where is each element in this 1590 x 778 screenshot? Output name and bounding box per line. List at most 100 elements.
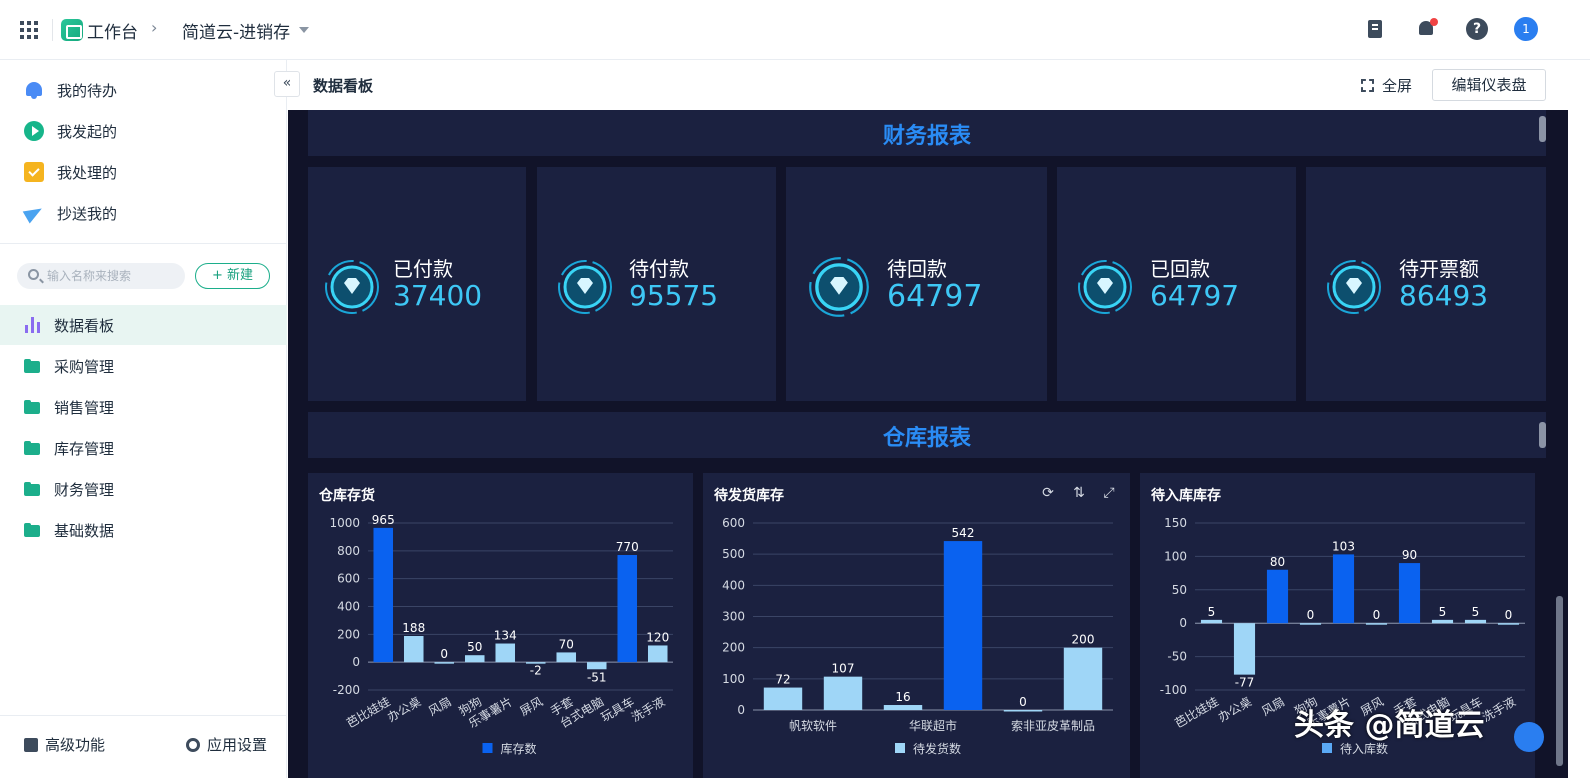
data-label: 134 (494, 629, 517, 643)
notification-bell-icon[interactable] (1415, 18, 1438, 40)
x-tick-label: 洗手液 (1479, 694, 1518, 725)
data-label: 188 (402, 621, 425, 635)
y-tick-label: 0 (1179, 616, 1187, 630)
bar (434, 662, 455, 664)
bar (1063, 647, 1103, 710)
data-label: 542 (952, 526, 975, 540)
kpi-value: 64797 (887, 279, 983, 314)
stock-bar-chart: -200 0 200 400 600 800 1000 965 188 0 50 134 -2 70 -51… (329, 513, 673, 756)
sidebar-item-finance[interactable]: 财务管理 (0, 469, 287, 509)
divider (52, 19, 53, 41)
app-settings-link[interactable]: 应用设置 (186, 734, 267, 755)
data-label: 72 (775, 673, 790, 687)
x-tick-label: 风扇 (425, 694, 453, 719)
sidebar-item-my-handled[interactable]: 我处理的 (24, 160, 117, 184)
sidebar-item-purchase[interactable]: 采购管理 (0, 346, 287, 386)
y-tick-label: 100 (1164, 549, 1187, 563)
top-bar: 工作台 › 简道云-进销存 ? 1 (0, 0, 1590, 60)
legend-label: 待发货数 (913, 741, 961, 756)
sidebar-item-sales[interactable]: 销售管理 (0, 387, 287, 427)
bar (586, 662, 607, 670)
section-scrollbar[interactable] (1539, 116, 1546, 142)
data-label: 965 (372, 513, 395, 527)
help-icon[interactable]: ? (1466, 18, 1488, 40)
bar (1365, 623, 1388, 625)
sidebar-item-base-data[interactable]: 基础数据 (0, 510, 287, 550)
collapse-sidebar-button[interactable]: « (274, 71, 300, 97)
sidebar-item-label: 财务管理 (54, 480, 115, 499)
x-tick-label: 索非亚皮革制品 (1011, 719, 1095, 733)
divider (0, 243, 287, 244)
data-label: 90 (1402, 548, 1417, 562)
chart-title: 待发货库存 (714, 488, 784, 504)
folder-icon (24, 481, 42, 497)
diamond-shape (830, 277, 848, 295)
chart-panel-stock: -200 0 200 400 600 800 1000 965 188 0 50 134 -2 70 -51… (308, 473, 693, 778)
refresh-icon[interactable]: ⟳ (1042, 485, 1054, 501)
bar (883, 705, 923, 710)
new-button[interactable]: + 新建 (195, 263, 270, 289)
kpi-value: 37400 (393, 279, 483, 312)
kpi-label: 待回款 (887, 257, 947, 281)
badge-ring (1078, 260, 1132, 314)
bar (373, 527, 394, 663)
advanced-features-label: 高级功能 (45, 736, 106, 754)
gear-icon (186, 737, 200, 752)
page-title: 数据看板 (313, 77, 374, 95)
sort-icon[interactable]: ⇅ (1073, 485, 1085, 501)
x-tick-label: 芭比娃娃 (1172, 694, 1221, 730)
data-label: 0 (1505, 608, 1513, 622)
bar (1332, 554, 1355, 624)
search-input[interactable] (47, 267, 177, 285)
search-icon (28, 269, 39, 280)
badge-ring (1327, 260, 1381, 314)
page-scrollbar[interactable] (1556, 596, 1563, 766)
app-name[interactable]: 简道云-进销存 (182, 23, 291, 43)
x-tick-label: 办公桌 (1215, 694, 1254, 725)
diamond-badge-icon (1078, 260, 1132, 314)
sidebar-item-cc-me[interactable]: 抄送我的 (24, 201, 117, 225)
chart-title: 待入库库存 (1151, 488, 1221, 504)
send-icon (24, 203, 44, 223)
search-box[interactable] (17, 263, 185, 289)
apps-grid-icon[interactable] (20, 21, 38, 39)
data-label: 0 (1307, 608, 1315, 622)
legend-swatch (482, 743, 493, 753)
bar (1299, 623, 1322, 625)
watermark: 头条 @简道云 (1294, 708, 1485, 743)
play-icon (24, 121, 44, 141)
y-tick-label: 500 (722, 547, 745, 561)
warehouse-section-title: 仓库报表 (882, 426, 971, 451)
y-tick-label: 0 (737, 703, 745, 717)
data-label: 0 (1019, 695, 1027, 709)
advanced-features-link[interactable]: 高级功能 (24, 734, 105, 755)
fullscreen-button[interactable]: 全屏 (1361, 75, 1412, 96)
bell-icon (24, 80, 44, 100)
workbench-link[interactable]: 工作台 (87, 23, 138, 43)
kpi-value: 86493 (1399, 279, 1489, 312)
workbench-logo-icon[interactable] (61, 19, 83, 41)
sidebar-item-label: 基础数据 (54, 521, 115, 540)
diamond-badge-icon (809, 257, 869, 317)
edit-dashboard-button[interactable]: 编辑仪表盘 (1432, 69, 1546, 101)
sidebar-item-label: 库存管理 (54, 439, 115, 458)
user-avatar[interactable]: 1 (1514, 17, 1538, 41)
y-tick-label: 800 (337, 544, 360, 558)
app-dropdown-caret-icon[interactable] (299, 27, 309, 33)
expand-chart-icon[interactable]: ⤢ (1103, 485, 1115, 501)
bar (1464, 619, 1487, 624)
sidebar-item-dashboard[interactable]: 数据看板 (0, 305, 287, 345)
bar (1200, 619, 1223, 624)
section-scrollbar[interactable] (1539, 422, 1546, 448)
bar (1003, 710, 1043, 712)
data-label: 200 (1072, 633, 1095, 647)
kpi-card: 待付款 95575 (537, 167, 776, 401)
sidebar-item-my-initiated[interactable]: 我发起的 (24, 119, 117, 143)
sidebar-item-my-todo[interactable]: 我的待办 (24, 78, 117, 102)
finance-section-title: 财务报表 (882, 124, 971, 149)
notebook-icon[interactable] (1364, 18, 1386, 40)
data-label: -77 (1235, 676, 1255, 690)
sidebar-item-inventory[interactable]: 库存管理 (0, 428, 287, 468)
bar (1233, 623, 1256, 675)
dashboard-canvas: 财务报表 已付款 37400 待付款 95575 待回款 64797 已回款 6… (288, 110, 1568, 778)
